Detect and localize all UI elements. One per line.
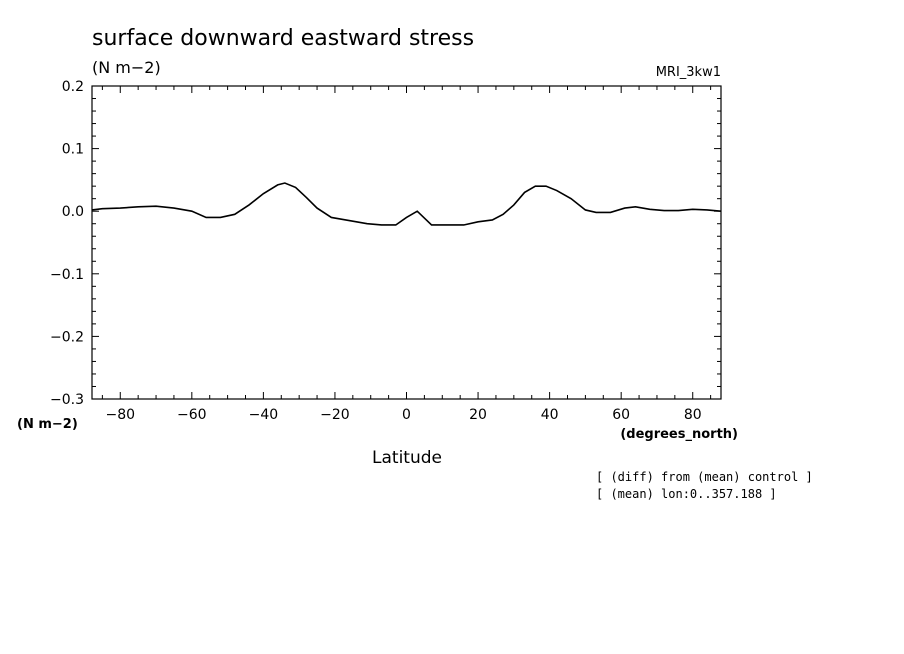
y-tick-label: 0.2 xyxy=(62,79,84,95)
y-tick-label: 0.1 xyxy=(62,142,84,158)
y-tick-label: −0.1 xyxy=(50,267,84,283)
note-diff: [ (diff) from (mean) control ] xyxy=(596,470,813,484)
y-tick-labels: −0.3 −0.2 −0.1 0.0 0.1 0.2 xyxy=(50,79,84,408)
x-tick-label: 80 xyxy=(684,407,702,423)
x-tick-label: 20 xyxy=(469,407,487,423)
model-label: MRI_3kw1 xyxy=(656,65,721,80)
y-tick-label: 0.0 xyxy=(62,204,84,220)
plot-frame xyxy=(91,85,722,400)
y-tick-label: −0.3 xyxy=(50,392,84,408)
x-tick-label: −20 xyxy=(320,407,350,423)
note-mean: [ (mean) lon:0..357.188 ] xyxy=(596,487,777,501)
x-tick-labels: −80 −60 −40 −20 0 20 40 60 80 xyxy=(105,407,701,423)
x-axis-title: Latitude xyxy=(372,448,442,468)
axis-ticks xyxy=(92,85,721,400)
x-axis-units: (degrees_north) xyxy=(620,427,738,442)
x-tick-label: −80 xyxy=(105,407,135,423)
x-tick-label: −40 xyxy=(249,407,279,423)
y-axis-units: (N m−2) xyxy=(17,417,78,432)
chart-units: (N m−2) xyxy=(92,58,161,77)
x-tick-label: 0 xyxy=(402,407,411,423)
chart-title: surface downward eastward stress xyxy=(92,26,474,51)
series-line xyxy=(91,182,722,226)
x-tick-label: 60 xyxy=(612,407,630,423)
y-tick-label: −0.2 xyxy=(50,329,84,345)
x-tick-label: −60 xyxy=(177,407,207,423)
x-tick-label: 40 xyxy=(541,407,559,423)
